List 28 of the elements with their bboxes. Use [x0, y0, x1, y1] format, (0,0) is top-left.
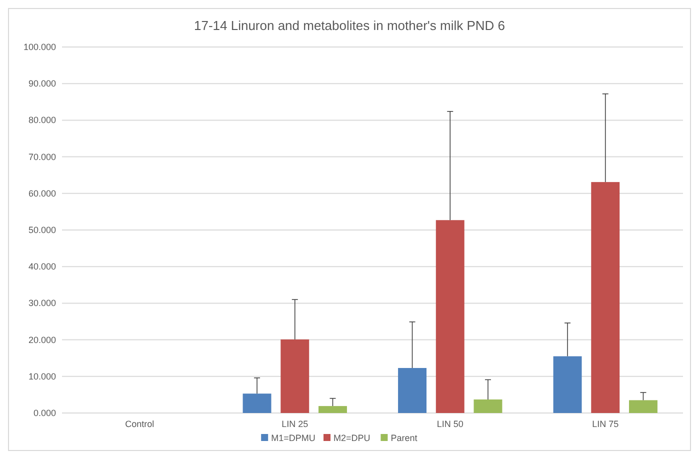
y-tick-label: 30.000	[28, 298, 56, 308]
legend-label: Parent	[390, 433, 418, 443]
y-tick-label: 20.000	[28, 334, 56, 345]
x-tick-label: Control	[125, 419, 154, 429]
y-tick-label: 10.000	[28, 371, 56, 382]
bar	[629, 400, 658, 413]
y-tick-label: 0.000	[33, 408, 56, 418]
bar	[318, 406, 347, 413]
chart-title: 17-14 Linuron and metabolites in mother's milk PND 6	[194, 18, 506, 33]
y-tick-label: 60.000	[28, 188, 56, 198]
bar	[242, 394, 272, 413]
y-tick-label: 40.000	[28, 262, 56, 272]
legend-label: M2=DPU	[334, 433, 370, 443]
bar	[553, 356, 582, 413]
x-tick-label: LIN 75	[592, 419, 619, 429]
bar	[280, 339, 310, 413]
y-tick-label: 50.000	[28, 225, 56, 235]
x-tick-label: LIN 50	[436, 419, 464, 429]
y-tick-label: 90.000	[28, 78, 56, 89]
y-tick-label: 70.000	[28, 152, 56, 162]
bar	[436, 220, 464, 413]
bar	[474, 399, 502, 413]
legend-label: M1=DPMU	[271, 433, 316, 443]
bar	[591, 182, 620, 413]
y-tick-label: 80.000	[28, 115, 56, 126]
bar	[398, 368, 426, 413]
x-tick-label: LIN 25	[282, 419, 308, 429]
y-tick-label: 100.000	[23, 42, 56, 52]
